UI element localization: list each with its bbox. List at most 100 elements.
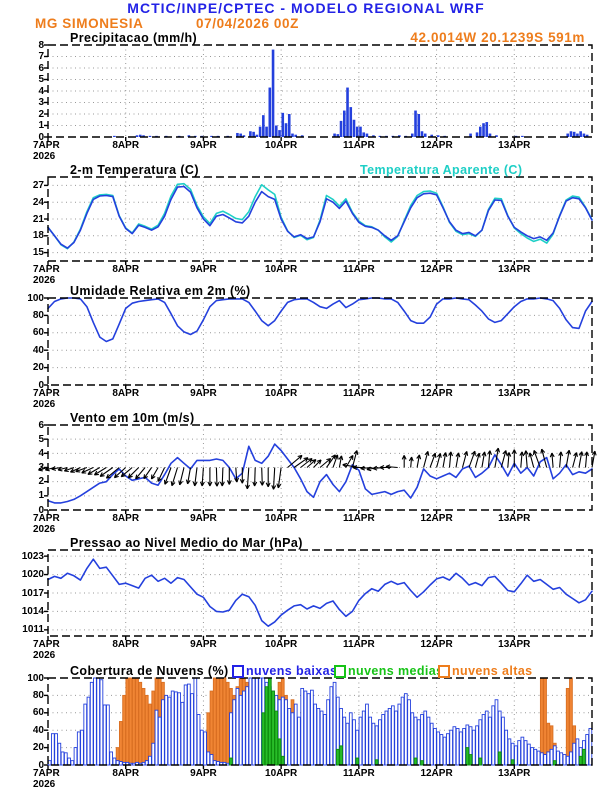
line-temperature [47, 182, 593, 250]
precip-bar [268, 87, 272, 137]
wind-direction-arrow [157, 467, 166, 482]
cloud-bar-nuvens-baixas [177, 692, 181, 766]
cloud-bar-nuvens-baixas [300, 687, 305, 766]
wind-direction-arrow [442, 452, 448, 468]
x-tick-label: 8APR [112, 140, 140, 151]
wind-direction-arrow [408, 456, 414, 468]
y-tick-label: 80 [32, 309, 44, 321]
cloud-bar-nuvens-baixas [572, 742, 577, 766]
wind-direction-arrow [135, 467, 146, 480]
precip-bar [336, 134, 340, 137]
wind-direction-arrow [436, 453, 442, 468]
wind-direction-arrow [259, 467, 265, 486]
wind-direction-arrow [276, 467, 282, 489]
cloud-bar-nuvens-baixas [154, 709, 159, 766]
cloud-bar-nuvens-baixas [170, 690, 175, 766]
x-tick-label: 13APR [498, 639, 531, 650]
cloud-bar-nuvens-baixas [459, 731, 463, 766]
cloud-bar-nuvens-medias [267, 677, 272, 766]
y-tick-label: 18 [32, 230, 44, 242]
cloud-bar-nuvens-altas [216, 677, 220, 766]
cloud-bar-nuvens-baixas [442, 736, 447, 766]
x-tick-label: 9APR [190, 768, 217, 779]
cloud-bar-nuvens-baixas [543, 754, 547, 766]
y-tick-label: 0 [38, 504, 44, 516]
panel-frame-pressure [47, 549, 593, 637]
cloud-bar-nuvens-altas [565, 687, 570, 766]
y-tick-label: 0 [38, 759, 44, 771]
cloud-bar-nuvens-baixas [462, 728, 466, 766]
cloud-bar-nuvens-baixas [368, 716, 373, 766]
y-tick-label: 0 [38, 131, 44, 143]
cloud-bar-nuvens-baixas [251, 677, 256, 766]
cloud-bar-nuvens-baixas [255, 677, 259, 766]
x-axis-year-label: 2026 [33, 779, 56, 790]
precip-bar [362, 132, 366, 137]
legend-swatch-nuvens-altas [438, 665, 450, 678]
precip-bar [265, 126, 268, 137]
cloud-bar-nuvens-baixas [199, 729, 204, 766]
precip-bar [346, 87, 349, 137]
cloud-bar-nuvens-baixas [426, 716, 431, 766]
cloud-bar-nuvens-baixas [517, 740, 521, 766]
cloud-bar-nuvens-baixas [391, 705, 395, 766]
wind-direction-arrow [150, 467, 159, 480]
wind-direction-arrow [423, 451, 430, 468]
precip-bar [339, 120, 343, 137]
precip-bar [278, 130, 281, 137]
wind-direction-arrow [170, 467, 179, 487]
cloud-bar-nuvens-baixas [60, 751, 65, 766]
cloud-bar-nuvens-baixas [433, 728, 437, 766]
x-tick-label: 8APR [112, 264, 140, 275]
cloud-bar-nuvens-baixas [504, 729, 509, 766]
cloud-bar-nuvens-baixas [575, 738, 580, 766]
precip-bar [138, 134, 142, 137]
cloud-bar-nuvens-baixas [527, 743, 531, 766]
cloud-bar-nuvens-baixas [455, 728, 460, 766]
legend-apparent-temp: Temperatura Aparente (C) [360, 163, 523, 177]
precip-bar [420, 131, 424, 137]
wind-direction-arrow [401, 455, 407, 468]
x-tick-label: 9APR [190, 513, 217, 524]
y-tick-label: 60 [32, 327, 44, 339]
x-tick-label: 12APR [420, 264, 453, 275]
precip-bar [258, 126, 262, 137]
x-tick-label: 12APR [420, 639, 453, 650]
cloud-bar-nuvens-baixas [290, 712, 295, 766]
cloud-bar-nuvens-baixas [245, 686, 249, 766]
wind-direction-arrow [300, 457, 313, 468]
cloud-bar-nuvens-baixas [361, 710, 366, 766]
cloud-bar-nuvens-baixas [332, 681, 337, 766]
line-wind [47, 443, 593, 504]
cloud-bar-nuvens-baixas [569, 751, 573, 766]
x-tick-label: 13APR [498, 264, 531, 275]
x-tick-label: 7APR [33, 513, 60, 524]
x-tick-label: 12APR [420, 513, 453, 524]
cloud-bar-nuvens-baixas [206, 751, 211, 766]
y-tick-label: 1 [38, 490, 44, 502]
precip-bar [287, 114, 291, 137]
wind-direction-arrow [487, 450, 493, 468]
legend-swatch-nuvens-baixas [232, 665, 244, 678]
x-tick-label: 10APR [265, 140, 298, 151]
x-tick-label: 12APR [420, 388, 453, 399]
x-tick-label: 10APR [265, 639, 298, 650]
wind-direction-arrow [319, 457, 332, 468]
cloud-bar-nuvens-altas [138, 681, 143, 766]
cloud-bar-nuvens-baixas [80, 729, 84, 766]
y-tick-label: 5 [38, 433, 44, 445]
cloud-bar-nuvens-medias [355, 757, 360, 766]
cloud-bar-nuvens-baixas [242, 690, 246, 766]
cloud-bar-nuvens-altas [131, 677, 136, 766]
y-tick-label: 4 [38, 447, 44, 459]
cloud-bar-nuvens-baixas [235, 687, 240, 766]
cloud-bar-nuvens-medias [497, 751, 502, 766]
wind-direction-arrow [265, 467, 271, 488]
cloud-bar-nuvens-baixas [180, 701, 185, 766]
y-tick-label: 6 [38, 62, 44, 74]
y-tick-label: 27 [32, 179, 44, 191]
precip-bar [521, 135, 524, 137]
cloud-bar-nuvens-baixas [73, 747, 78, 766]
wind-direction-arrow [558, 451, 564, 468]
